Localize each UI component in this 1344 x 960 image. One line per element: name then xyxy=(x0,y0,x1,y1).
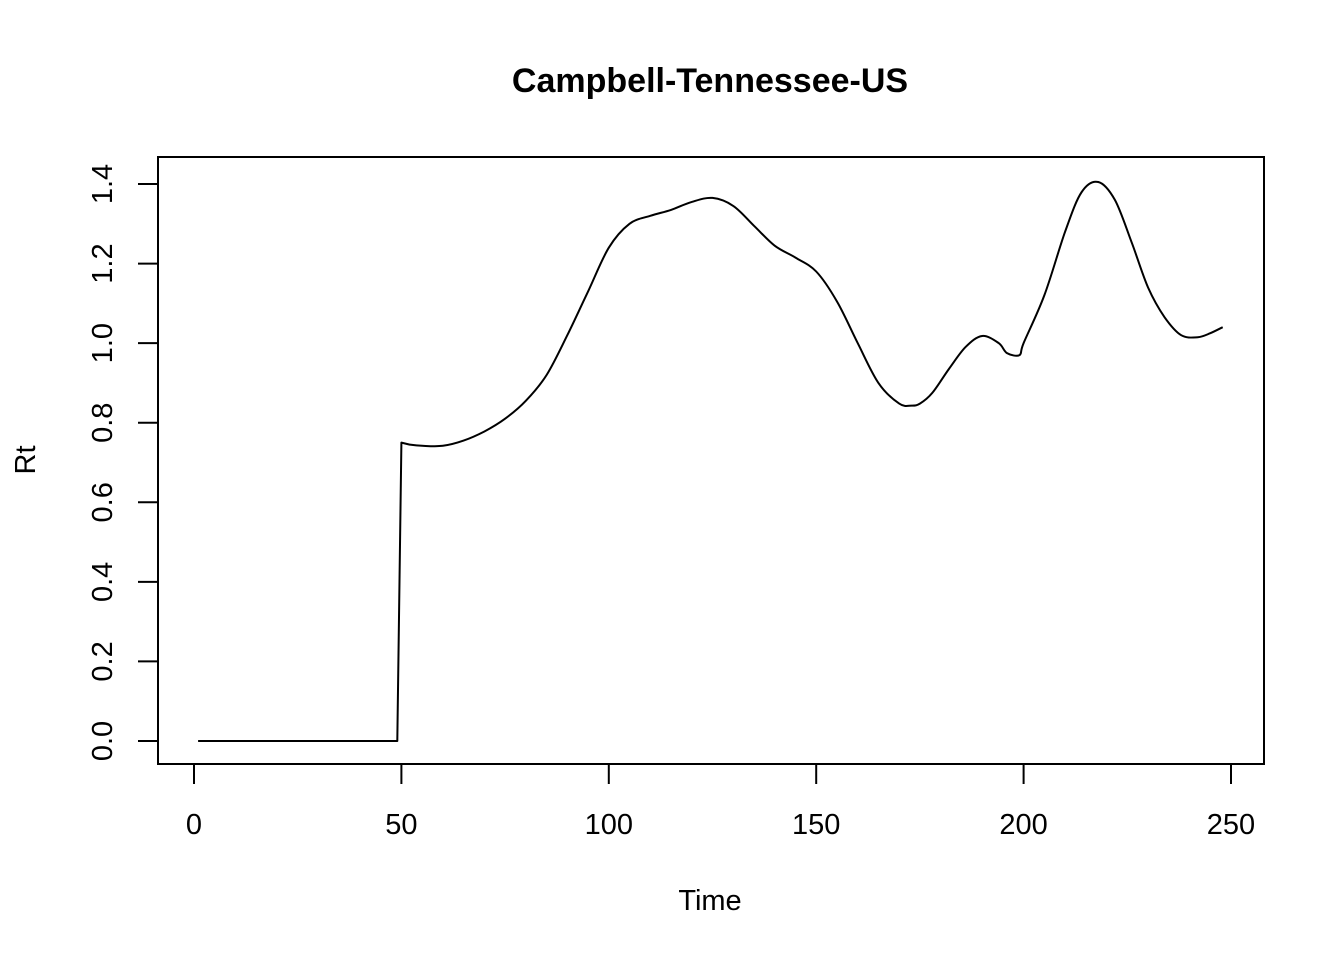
y-tick-label: 0.6 xyxy=(87,482,119,522)
chart-title: Campbell-Tennessee-US xyxy=(512,62,908,100)
x-axis-label: Time xyxy=(678,885,741,917)
x-axis: 0 50 100 150 200 250 xyxy=(186,763,1255,841)
x-tick-label: 50 xyxy=(385,809,417,841)
x-tick-label: 250 xyxy=(1207,809,1255,841)
y-axis-label: Rt xyxy=(10,446,42,475)
x-tick-label: 150 xyxy=(792,809,840,841)
x-tick-label: 200 xyxy=(999,809,1047,841)
x-tick-label: 100 xyxy=(585,809,633,841)
y-tick-label: 0.8 xyxy=(87,403,119,443)
y-tick-label: 1.0 xyxy=(87,323,119,363)
y-tick-label: 1.4 xyxy=(87,164,119,204)
plot-frame xyxy=(157,156,1265,765)
y-tick-label: 0.4 xyxy=(87,562,119,602)
y-tick-label: 1.2 xyxy=(87,243,119,283)
y-axis: 0.0 0.2 0.4 0.6 0.8 1.0 1.2 1.4 xyxy=(87,164,159,761)
y-tick-label: 0.0 xyxy=(87,721,119,761)
y-tick-label: 0.2 xyxy=(87,641,119,681)
x-tick-label: 0 xyxy=(186,809,202,841)
series-line xyxy=(198,180,1224,742)
